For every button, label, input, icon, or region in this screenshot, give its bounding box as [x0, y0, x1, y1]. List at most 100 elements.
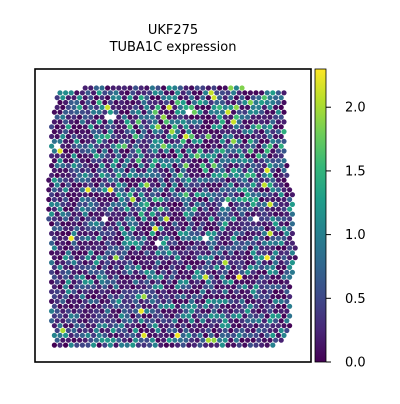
expression-spot — [147, 187, 153, 193]
expression-spot — [169, 274, 175, 280]
expression-spot — [275, 284, 281, 290]
expression-spot — [74, 158, 80, 164]
expression-spot — [191, 177, 197, 183]
expression-spot — [54, 182, 60, 188]
expression-spot — [261, 114, 267, 120]
expression-spot — [130, 216, 136, 222]
expression-spot — [144, 143, 150, 149]
expression-spot — [124, 284, 130, 290]
expression-spot — [149, 279, 155, 285]
expression-spot — [93, 308, 99, 314]
expression-spot — [82, 192, 88, 198]
expression-spot — [85, 187, 91, 193]
expression-spot — [141, 216, 147, 222]
expression-spot — [236, 226, 242, 232]
expression-spot — [135, 226, 141, 232]
expression-spot — [82, 143, 88, 149]
expression-spot — [147, 99, 153, 106]
expression-spot — [189, 182, 195, 188]
expression-spot — [177, 114, 183, 120]
expression-spot — [225, 323, 231, 329]
expression-spot — [231, 196, 237, 203]
expression-spot — [133, 337, 139, 343]
expression-spot — [77, 240, 83, 246]
expression-spot — [180, 303, 186, 309]
expression-spot — [77, 269, 83, 275]
expression-spot — [197, 245, 203, 251]
expression-spot — [57, 245, 63, 251]
expression-spot — [163, 90, 169, 96]
expression-spot — [261, 327, 267, 334]
expression-spot — [205, 279, 211, 285]
expression-spot — [149, 201, 155, 207]
expression-spot — [239, 133, 245, 140]
expression-spot — [127, 298, 133, 304]
expression-spot — [281, 158, 287, 164]
expression-spot — [200, 298, 206, 304]
expression-spot — [225, 158, 231, 164]
expression-spot — [256, 318, 262, 324]
expression-spot — [74, 167, 80, 173]
expression-spot — [152, 99, 158, 106]
expression-spot — [214, 148, 220, 154]
expression-spot — [239, 163, 245, 169]
expression-spot — [65, 182, 71, 188]
expression-spot — [250, 104, 256, 110]
expression-spot — [93, 201, 99, 207]
expression-spot — [200, 95, 206, 101]
expression-spot — [121, 133, 127, 140]
expression-spot — [275, 216, 281, 222]
expression-spot — [228, 143, 234, 149]
expression-spot — [203, 303, 209, 309]
expression-spot — [175, 313, 181, 319]
expression-spot — [79, 226, 85, 232]
expression-spot — [74, 264, 80, 270]
expression-spot — [208, 226, 214, 232]
expression-spot — [236, 342, 242, 348]
expression-spot — [116, 192, 122, 198]
expression-spot — [155, 240, 161, 246]
expression-spot — [127, 327, 133, 334]
expression-spot — [93, 289, 99, 295]
expression-spot — [217, 298, 223, 304]
expression-spot — [60, 230, 66, 237]
expression-spot — [183, 250, 189, 256]
expression-spot — [57, 235, 63, 241]
expression-spot — [99, 308, 105, 314]
expression-spot — [219, 129, 225, 135]
expression-spot — [152, 206, 158, 212]
expression-spot — [82, 172, 88, 178]
expression-spot — [205, 318, 211, 324]
expression-spot — [261, 153, 267, 159]
expression-spot — [85, 119, 91, 125]
expression-spot — [245, 221, 251, 227]
expression-spot — [166, 95, 172, 101]
expression-spot — [208, 294, 214, 300]
expression-spot — [71, 318, 77, 324]
expression-spot — [231, 342, 237, 348]
expression-spot — [175, 323, 181, 329]
expression-spot — [169, 313, 175, 319]
expression-spot — [247, 216, 253, 222]
expression-spot — [247, 323, 253, 329]
expression-spot — [79, 284, 85, 290]
expression-spot — [135, 138, 141, 144]
expression-spot — [96, 206, 102, 212]
expression-spot — [135, 148, 141, 154]
expression-spot — [222, 104, 228, 110]
expression-spot — [138, 211, 144, 217]
expression-spot — [211, 260, 217, 266]
expression-spot — [161, 221, 167, 227]
expression-spot — [88, 308, 94, 314]
expression-spot — [130, 138, 136, 144]
expression-spot — [236, 196, 242, 203]
expression-spot — [91, 119, 97, 125]
expression-spot — [133, 298, 139, 304]
expression-spot — [261, 308, 267, 314]
expression-spot — [113, 138, 119, 144]
expression-spot — [219, 274, 225, 280]
expression-spot — [110, 298, 116, 304]
expression-spot — [191, 158, 197, 164]
expression-spot — [242, 313, 248, 319]
expression-spot — [113, 119, 119, 125]
